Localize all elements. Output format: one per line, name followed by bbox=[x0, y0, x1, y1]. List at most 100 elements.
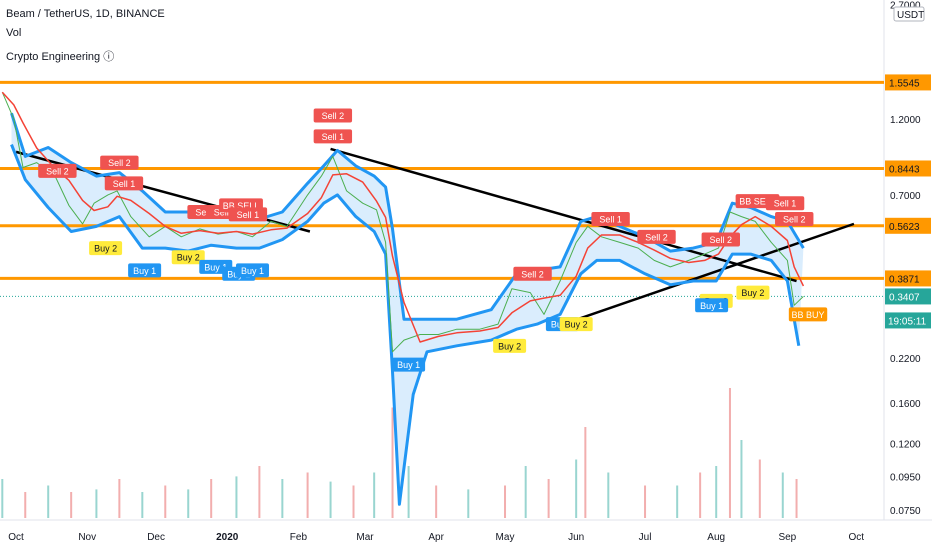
price-line bbox=[1, 92, 804, 353]
x-tick-label: May bbox=[496, 532, 515, 543]
volume-bar bbox=[575, 459, 578, 518]
volume-bar bbox=[352, 485, 355, 518]
price-tag: 0.8443 bbox=[889, 164, 920, 175]
x-tick-label: Dec bbox=[147, 532, 165, 543]
x-tick-label: Mar bbox=[356, 532, 374, 543]
price-tag-box bbox=[885, 217, 931, 234]
y-tick-label: 0.2200 bbox=[890, 354, 921, 365]
volume-bar bbox=[329, 481, 332, 518]
signal-label-box bbox=[236, 263, 270, 278]
signal-label-box bbox=[104, 176, 144, 191]
signal-label: Sell 1 bbox=[599, 215, 622, 225]
volume-bar bbox=[504, 485, 507, 518]
signal-label-box bbox=[736, 285, 770, 300]
signal-label: Sell 2 bbox=[521, 269, 544, 279]
signal-label-box bbox=[695, 298, 729, 313]
countdown-box bbox=[885, 312, 931, 329]
price-tag-box bbox=[885, 74, 931, 91]
signal-label: Sell 2 bbox=[108, 158, 131, 168]
signal-label-box bbox=[313, 108, 353, 123]
signal-label-box bbox=[775, 212, 814, 227]
currency-box bbox=[893, 6, 925, 22]
signal-label: Buy 1 bbox=[204, 262, 227, 272]
upper-band-line bbox=[10, 112, 805, 321]
indicator-label[interactable]: Crypto Engineering ⓘ bbox=[6, 51, 115, 63]
signal-label: Buy 2 bbox=[741, 288, 764, 298]
countdown-label: 19:05:11 bbox=[888, 316, 927, 327]
y-tick-label: 0.0750 bbox=[890, 506, 921, 517]
volume-label: Vol bbox=[6, 27, 22, 39]
price-tag: 1.5545 bbox=[889, 78, 920, 89]
volume-bar bbox=[1, 479, 4, 518]
trendline bbox=[548, 222, 855, 331]
signal-label: Sell 2 bbox=[783, 215, 806, 225]
price-tag-box bbox=[885, 270, 931, 287]
signal-label: Buy 2 bbox=[498, 341, 521, 351]
volume-bar bbox=[676, 485, 679, 518]
y-tick-label: 2.7000 bbox=[890, 1, 921, 12]
x-tick-label: Oct bbox=[848, 532, 864, 543]
signal-label: Buy 1 bbox=[397, 360, 420, 370]
x-tick-label: Feb bbox=[290, 532, 308, 543]
signal-label: Buy 1 bbox=[133, 266, 156, 276]
x-tick-label: Apr bbox=[428, 532, 444, 543]
price-tag: 0.3407 bbox=[889, 292, 920, 303]
signal-label: Sell 2 bbox=[322, 111, 345, 121]
volume-bar bbox=[607, 472, 610, 518]
price-tag: 0.3871 bbox=[889, 274, 920, 285]
price-tag-box bbox=[885, 288, 931, 305]
x-tick-label: Oct bbox=[8, 532, 24, 543]
y-tick-label: 0.1600 bbox=[890, 399, 921, 410]
signal-label: Buy 2 bbox=[94, 244, 117, 254]
volume-bar bbox=[781, 472, 784, 518]
signal-label-box bbox=[392, 357, 426, 372]
signal-label-box bbox=[559, 317, 593, 332]
signal-label-box bbox=[89, 241, 123, 256]
x-tick-label: Nov bbox=[78, 532, 96, 543]
volume-bar bbox=[467, 489, 470, 518]
signal-label-box bbox=[228, 207, 268, 222]
signal-label-box bbox=[493, 338, 527, 353]
volume-bar bbox=[795, 479, 798, 518]
signal-label: BB BUY bbox=[792, 310, 825, 320]
volume-bar bbox=[281, 479, 284, 518]
volume-bar bbox=[258, 466, 261, 518]
signal-label-box bbox=[591, 212, 630, 227]
volume-bar bbox=[644, 485, 647, 518]
volume-bar bbox=[524, 466, 527, 518]
volume-bar bbox=[70, 492, 73, 518]
signal-label: Sell 2 bbox=[46, 166, 69, 176]
volume-bar bbox=[547, 479, 550, 518]
x-tick-label: Jul bbox=[639, 532, 652, 543]
volume-bar bbox=[210, 479, 213, 518]
volume-bar bbox=[187, 489, 190, 518]
signal-label: Sell 1 bbox=[113, 179, 136, 189]
volume-bar bbox=[699, 472, 702, 518]
signal-label-box bbox=[513, 266, 552, 281]
price-tag-box bbox=[885, 160, 931, 177]
signal-label: Buy 1 bbox=[241, 266, 264, 276]
signal-label: Sell 1 bbox=[214, 208, 237, 218]
signal-label: Sell 1 bbox=[322, 132, 345, 142]
signal-label-box bbox=[128, 263, 162, 278]
volume-bar bbox=[391, 407, 394, 518]
volume-bar bbox=[47, 485, 50, 518]
signal-label: BB SELL bbox=[223, 201, 260, 211]
signal-label-box bbox=[100, 155, 139, 170]
signal-label: Buy 2 bbox=[177, 253, 200, 263]
currency-label: USDT bbox=[897, 10, 924, 21]
signal-label-box bbox=[313, 129, 353, 144]
volume-bar bbox=[758, 459, 761, 518]
y-tick-label: 0.0950 bbox=[890, 472, 921, 483]
x-tick-label: 2020 bbox=[216, 532, 239, 543]
signal-label-box bbox=[637, 229, 676, 244]
volume-bar bbox=[584, 427, 587, 518]
y-tick-label: 0.7000 bbox=[890, 191, 921, 202]
signal-label: Buy 1 bbox=[700, 301, 723, 311]
volume-bar bbox=[24, 492, 27, 518]
signal-label: Sell 2 bbox=[645, 232, 668, 242]
x-tick-label: Jun bbox=[568, 532, 584, 543]
volume-bar bbox=[235, 476, 238, 518]
x-tick-label: Aug bbox=[707, 532, 725, 543]
